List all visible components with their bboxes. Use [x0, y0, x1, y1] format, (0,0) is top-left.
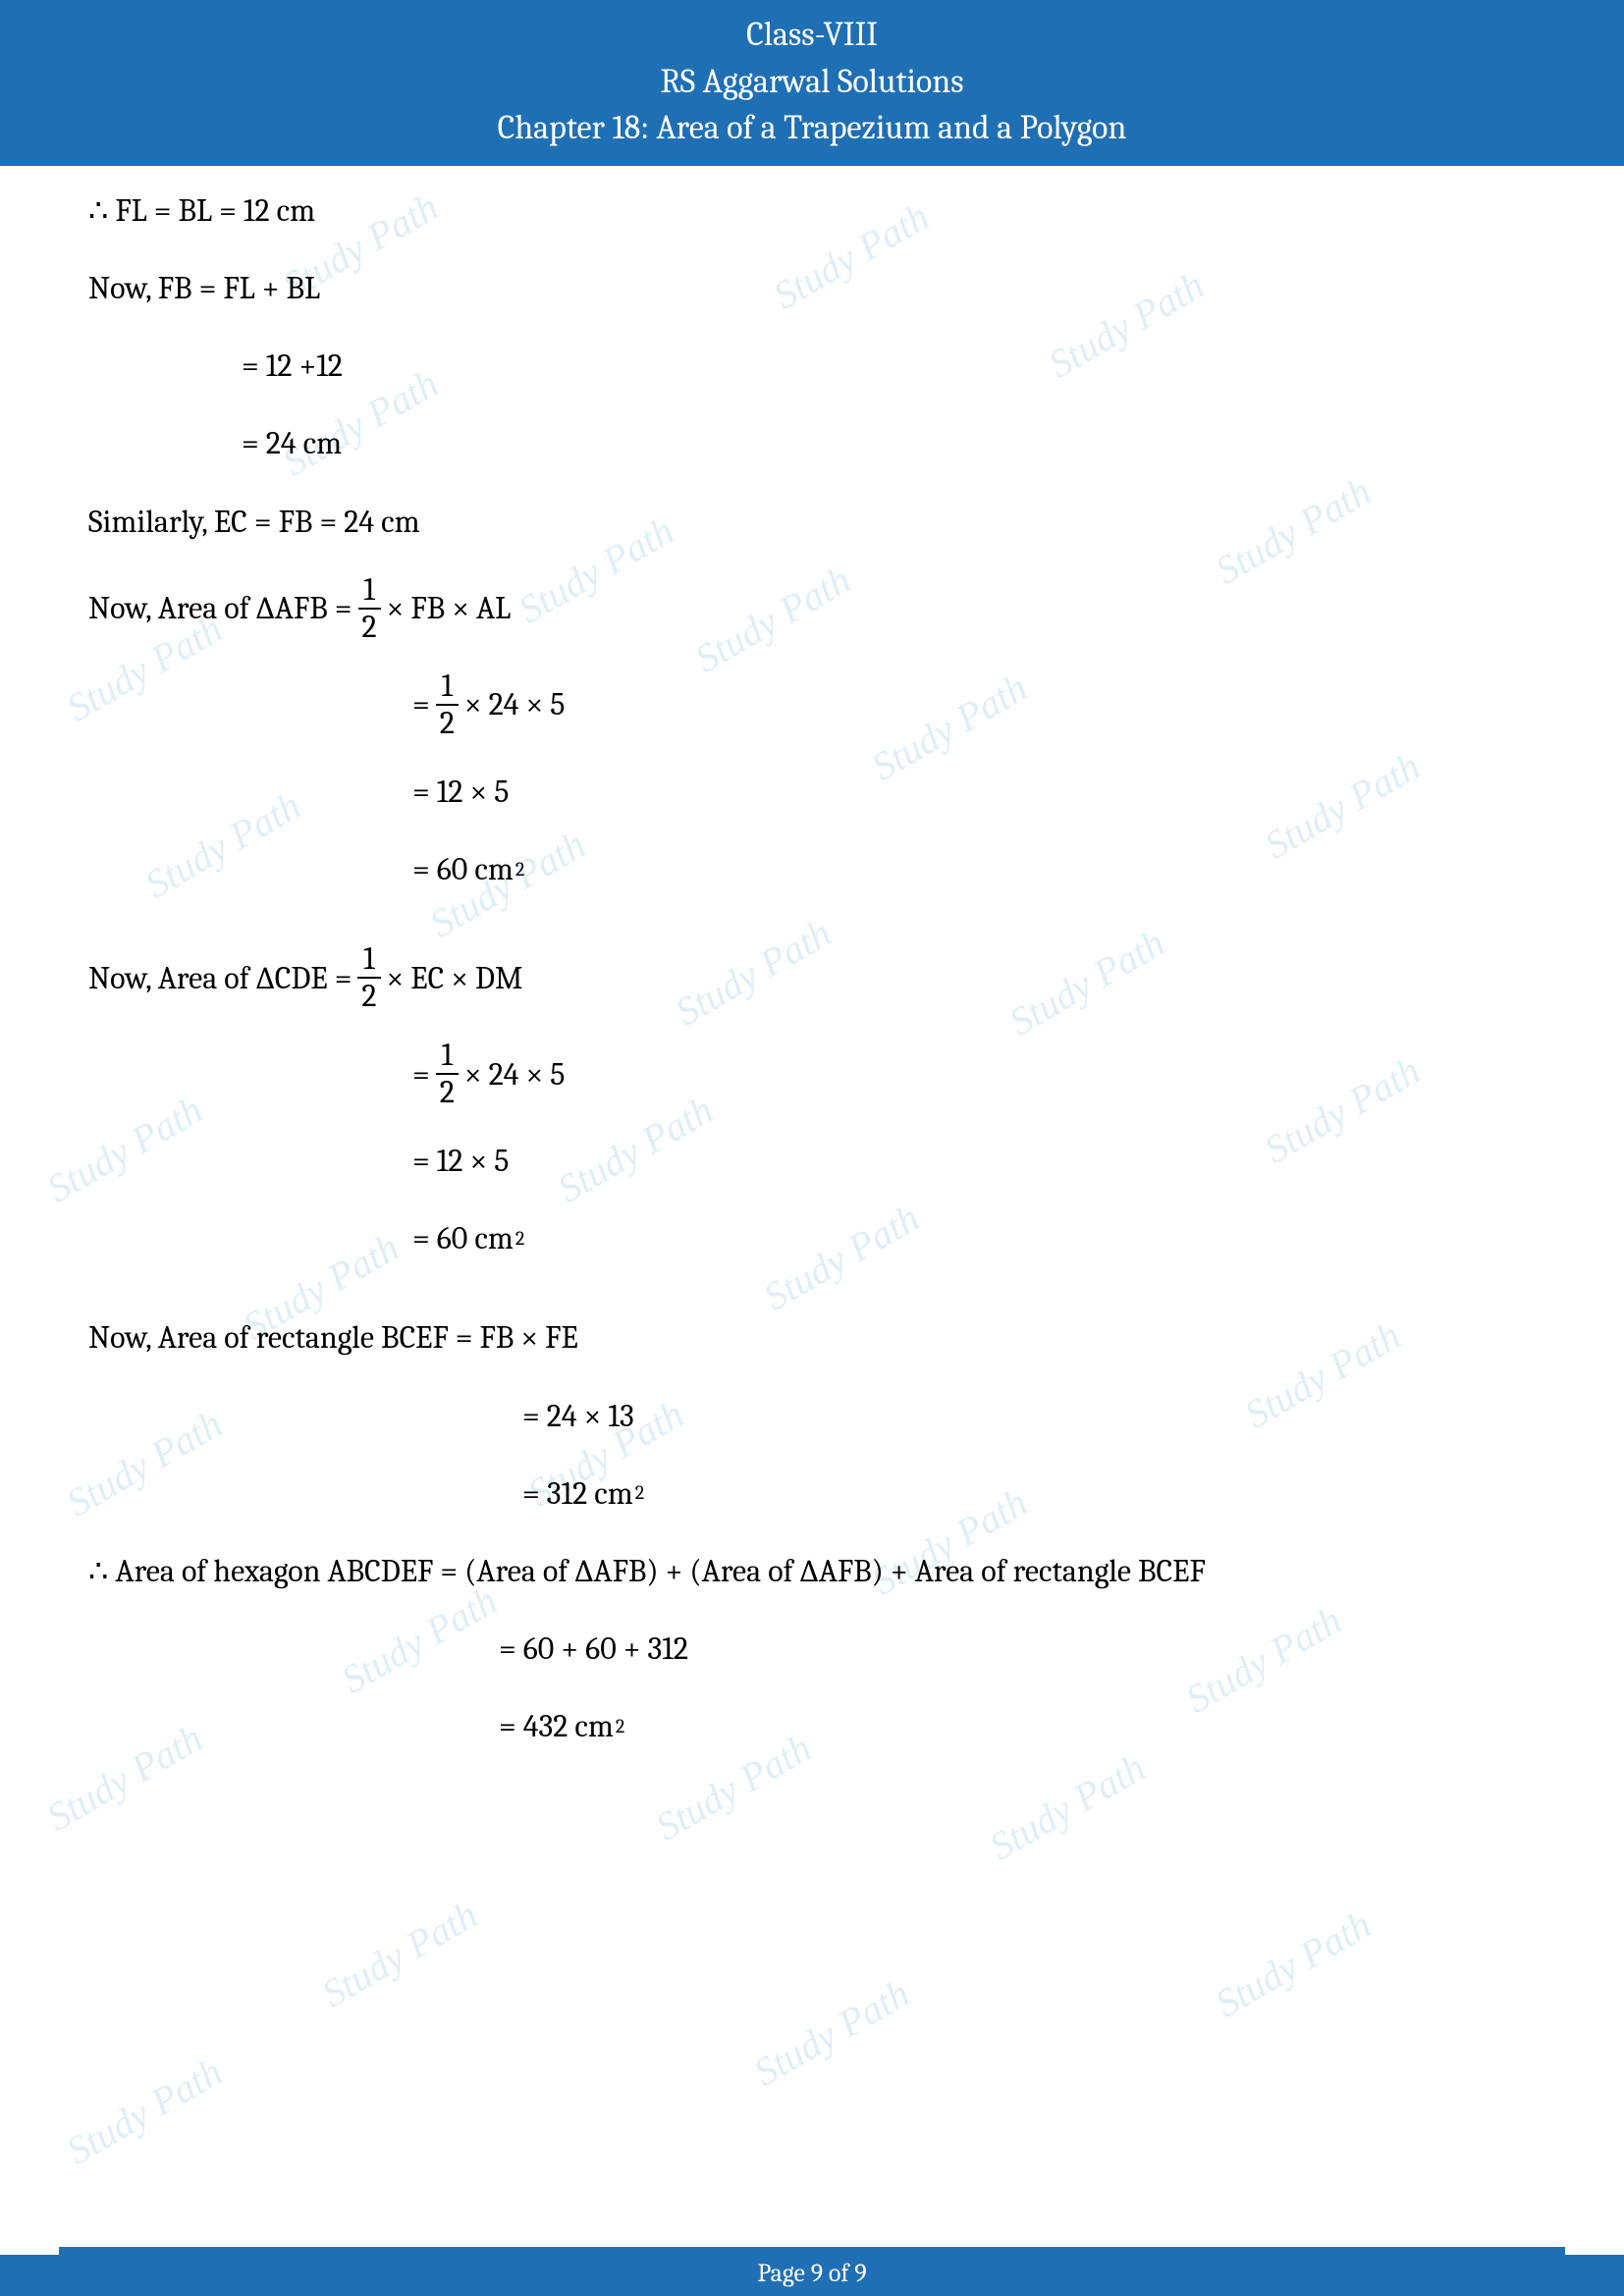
- watermark: Study Path: [310, 1884, 490, 2024]
- equation-line: = 60 cm2: [88, 1213, 1536, 1263]
- watermark: Study Path: [1204, 1894, 1383, 2034]
- fraction-numerator: 1: [359, 943, 379, 977]
- fraction-numerator: 1: [359, 574, 379, 608]
- eq-text: =: [412, 679, 430, 729]
- fraction-denominator: 2: [358, 608, 381, 643]
- eq-text: = 432 cm: [499, 1701, 614, 1751]
- header-class: Class-VIII: [0, 12, 1624, 59]
- eq-text: Now, FB = FL + BL: [88, 263, 320, 313]
- equation-line: = 1 2 × 24 × 5: [88, 670, 1536, 739]
- equation-line: Now, FB = FL + BL: [88, 263, 1536, 313]
- fraction-denominator: 2: [436, 704, 459, 739]
- eq-text: ∴ Area of hexagon ABCDEF = (Area of ∆AFB…: [88, 1546, 1206, 1596]
- equation-line: = 24 cm: [88, 418, 1536, 468]
- equation-line: = 12 × 5: [88, 767, 1536, 817]
- eq-text: Now, Area of ∆CDE =: [88, 953, 352, 1003]
- eq-text: = 24 × 13: [522, 1391, 634, 1441]
- eq-text: × FB × AL: [387, 583, 512, 633]
- fraction-half: 1 2: [358, 574, 381, 643]
- eq-text: × EC × DM: [387, 953, 523, 1003]
- equation-line: ∴ Area of hexagon ABCDEF = (Area of ∆AFB…: [88, 1546, 1536, 1596]
- equation-line: Similarly, EC = FB = 24 cm: [88, 497, 1536, 547]
- eq-text: × 24 × 5: [464, 679, 566, 729]
- superscript: 2: [515, 854, 524, 885]
- superscript: 2: [515, 1223, 524, 1255]
- equation-line: = 12 +12: [88, 341, 1536, 391]
- equation-line: = 60 cm2: [88, 844, 1536, 894]
- eq-text: = 60 cm: [412, 844, 514, 894]
- equation-line: Now, Area of ∆AFB = 1 2 × FB × AL: [88, 574, 1536, 643]
- footer-page-number: Page 9 of 9: [0, 2255, 1624, 2296]
- equation-line: ∴ FL = BL = 12 cm: [88, 186, 1536, 236]
- watermark: Study Path: [742, 1962, 922, 2103]
- eq-text: = 12 +12: [242, 341, 343, 391]
- header-banner: Class-VIII RS Aggarwal Solutions Chapter…: [0, 0, 1624, 166]
- eq-text: = 12 × 5: [412, 767, 509, 817]
- equation-line: = 24 × 13: [88, 1391, 1536, 1441]
- fraction-denominator: 2: [357, 977, 380, 1012]
- eq-text: = 312 cm: [522, 1468, 633, 1519]
- fraction-numerator: 1: [437, 1040, 457, 1073]
- superscript: 2: [616, 1711, 624, 1742]
- eq-text: Now, Area of ∆AFB =: [88, 583, 352, 633]
- eq-text: = 24 cm: [242, 418, 342, 468]
- page-number-text: Page 9 of 9: [757, 2259, 866, 2288]
- watermark: Study Path: [55, 2041, 235, 2181]
- eq-text: = 60 + 60 + 312: [499, 1624, 688, 1674]
- content-area: Study Path Study Path Study Path Study P…: [0, 166, 1624, 1752]
- superscript: 2: [635, 1477, 644, 1509]
- equation-line: = 1 2 × 24 × 5: [88, 1040, 1536, 1108]
- fraction-half: 1 2: [436, 1040, 459, 1108]
- equation-line: = 12 × 5: [88, 1136, 1536, 1186]
- watermark: Study Path: [978, 1736, 1158, 1877]
- equation-line: Now, Area of ∆CDE = 1 2 × EC × DM: [88, 943, 1536, 1012]
- header-chapter: Chapter 18: Area of a Trapezium and a Po…: [0, 105, 1624, 152]
- header-book: RS Aggarwal Solutions: [0, 59, 1624, 106]
- eq-text: Similarly, EC = FB = 24 cm: [88, 497, 420, 547]
- eq-text: =: [412, 1049, 430, 1099]
- eq-text: Now, Area of rectangle BCEF = FB × FE: [88, 1312, 578, 1362]
- fraction-numerator: 1: [437, 670, 457, 704]
- eq-text: ∴ FL = BL = 12 cm: [88, 186, 315, 236]
- equation-line: = 60 + 60 + 312: [88, 1624, 1536, 1674]
- eq-text: = 12 × 5: [412, 1136, 509, 1186]
- eq-text: = 60 cm: [412, 1213, 514, 1263]
- equation-line: = 312 cm2: [88, 1468, 1536, 1519]
- equation-line: Now, Area of rectangle BCEF = FB × FE: [88, 1312, 1536, 1362]
- equation-line: = 432 cm2: [88, 1701, 1536, 1751]
- fraction-half: 1 2: [357, 943, 380, 1012]
- fraction-half: 1 2: [436, 670, 459, 739]
- fraction-denominator: 2: [436, 1073, 459, 1108]
- eq-text: × 24 × 5: [464, 1049, 566, 1099]
